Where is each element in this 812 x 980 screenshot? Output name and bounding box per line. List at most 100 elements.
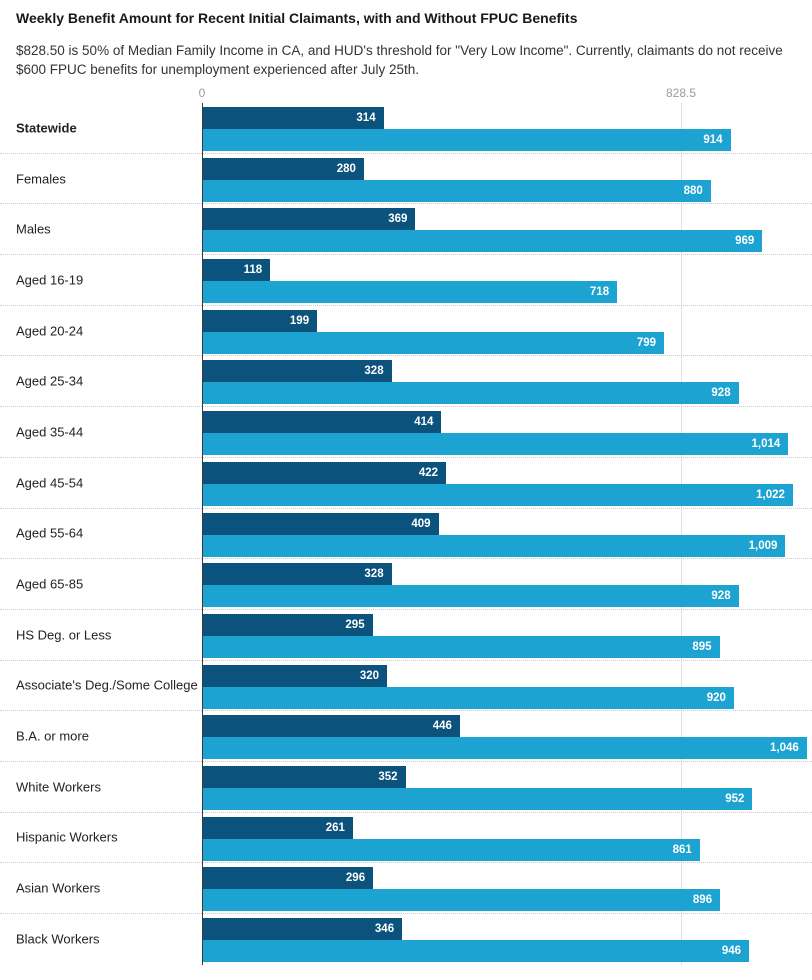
category-row: Aged 25-34 328 928 xyxy=(0,356,812,408)
bar-with-fpuc-value-label: 946 xyxy=(721,945,741,957)
bar-with-fpuc-value-label: 969 xyxy=(735,235,755,248)
bar-without-fpuc: 414 xyxy=(202,411,442,434)
bar-with-fpuc: 920 xyxy=(202,686,734,709)
bar-with-fpuc-value-label: 928 xyxy=(711,387,731,400)
category-label: Aged 20-24 xyxy=(16,323,84,339)
bar-without-fpuc-value-label: 280 xyxy=(336,162,356,175)
bar-without-fpuc-value-label: 295 xyxy=(345,618,365,631)
category-label: Aged 16-19 xyxy=(16,272,84,288)
bar-without-fpuc: 296 xyxy=(202,867,374,890)
x-axis-tick-zero: 0 xyxy=(198,86,206,100)
bar-group: 414 1,014 xyxy=(202,411,789,456)
bar-without-fpuc: 320 xyxy=(202,664,387,687)
bar-group: 446 1,046 xyxy=(202,715,807,760)
bar-with-fpuc: 928 xyxy=(202,382,739,405)
bar-group: 199 799 xyxy=(202,309,664,354)
category-label: Hispanic Workers xyxy=(16,829,118,845)
bar-without-fpuc-value-label: 414 xyxy=(414,416,434,429)
category-label: Males xyxy=(16,221,51,237)
bar-with-fpuc: 718 xyxy=(202,281,618,304)
bar-group: 261 861 xyxy=(202,816,700,861)
gridline-828-5 xyxy=(681,103,682,965)
bar-with-fpuc: 1,009 xyxy=(202,534,786,557)
bar-with-fpuc-value-label: 718 xyxy=(589,286,610,299)
bar-with-fpuc-value-label: 880 xyxy=(683,184,703,197)
bar-without-fpuc: 409 xyxy=(202,512,439,535)
category-row: Aged 20-24 199 799 xyxy=(0,306,812,357)
bar-without-fpuc-value-label: 320 xyxy=(359,669,379,682)
bar-without-fpuc: 280 xyxy=(202,157,364,180)
bar-with-fpuc: 861 xyxy=(202,838,700,861)
category-label: Associate's Deg./Some College xyxy=(16,677,198,693)
bar-group: 118 718 xyxy=(202,259,618,304)
bar-group: 409 1,009 xyxy=(202,512,786,557)
bar-group: 422 1,022 xyxy=(202,461,793,506)
bar-without-fpuc-value-label: 261 xyxy=(325,821,345,834)
bar-without-fpuc-value-label: 314 xyxy=(356,112,376,124)
category-label: Statewide xyxy=(16,120,77,136)
bar-without-fpuc: 199 xyxy=(202,309,318,332)
bar-without-fpuc: 422 xyxy=(202,461,446,484)
category-row: Males 369 969 xyxy=(0,204,812,256)
bar-with-fpuc: 1,014 xyxy=(202,433,789,456)
category-row: Black Workers 346 946 xyxy=(0,914,812,965)
bar-with-fpuc-value-label: 920 xyxy=(706,691,726,704)
bar-group: 295 895 xyxy=(202,613,720,658)
bar-with-fpuc: 880 xyxy=(202,179,711,202)
x-axis: 0 828.5 xyxy=(0,86,812,103)
category-label: Aged 35-44 xyxy=(16,424,84,440)
bar-without-fpuc: 352 xyxy=(202,765,406,788)
bar-without-fpuc-value-label: 199 xyxy=(289,314,310,327)
category-label: Aged 65-85 xyxy=(16,576,84,592)
plot-area: Statewide 314 914 Females 280 880 Males … xyxy=(0,103,812,965)
category-row: HS Deg. or Less 295 895 xyxy=(0,610,812,661)
category-row: Statewide 314 914 xyxy=(0,103,812,154)
bar-without-fpuc: 328 xyxy=(202,563,392,586)
bar-without-fpuc-value-label: 369 xyxy=(388,213,408,226)
bar-without-fpuc-value-label: 352 xyxy=(378,770,398,783)
bar-with-fpuc: 1,046 xyxy=(202,737,807,760)
bar-without-fpuc: 314 xyxy=(202,107,384,129)
bar-without-fpuc-value-label: 118 xyxy=(243,264,263,277)
bar-with-fpuc: 895 xyxy=(202,635,720,658)
bar-with-fpuc-value-label: 952 xyxy=(725,792,745,805)
bar-with-fpuc-value-label: 896 xyxy=(692,894,713,907)
bar-with-fpuc: 952 xyxy=(202,787,753,810)
bar-group: 328 928 xyxy=(202,563,739,608)
category-label: B.A. or more xyxy=(16,728,89,744)
category-row: Associate's Deg./Some College 320 920 xyxy=(0,661,812,712)
chart-title: Weekly Benefit Amount for Recent Initial… xyxy=(16,10,578,26)
bar-group: 296 896 xyxy=(202,867,721,912)
bar-without-fpuc: 446 xyxy=(202,715,460,738)
bar-with-fpuc-value-label: 1,014 xyxy=(751,438,781,451)
bar-group: 320 920 xyxy=(202,664,734,709)
bar-group: 352 952 xyxy=(202,765,753,810)
bar-with-fpuc: 914 xyxy=(202,129,731,151)
bar-with-fpuc: 896 xyxy=(202,889,721,912)
bar-without-fpuc: 328 xyxy=(202,360,392,383)
bar-with-fpuc: 946 xyxy=(202,940,749,962)
bar-group: 314 914 xyxy=(202,107,731,151)
bar-without-fpuc-value-label: 409 xyxy=(411,517,431,530)
category-row: Aged 45-54 422 1,022 xyxy=(0,458,812,509)
bar-with-fpuc-value-label: 895 xyxy=(692,640,712,653)
category-row: B.A. or more 446 1,046 xyxy=(0,711,812,762)
bar-with-fpuc-value-label: 861 xyxy=(672,843,692,856)
bar-chart: 0 828.5 Statewide 314 914 Females 280 88… xyxy=(0,86,812,965)
bar-group: 346 946 xyxy=(202,918,749,962)
bar-without-fpuc: 118 xyxy=(202,259,271,282)
category-row: Asian Workers 296 896 xyxy=(0,863,812,914)
category-label: Aged 55-64 xyxy=(16,525,84,541)
bar-with-fpuc-value-label: 914 xyxy=(703,134,723,146)
chart-subtitle: $828.50 is 50% of Median Family Income i… xyxy=(16,43,783,77)
bar-group: 280 880 xyxy=(202,157,711,202)
category-row: Hispanic Workers 261 861 xyxy=(0,813,812,864)
category-rows: Statewide 314 914 Females 280 880 Males … xyxy=(0,103,812,965)
bar-with-fpuc-value-label: 799 xyxy=(636,336,656,349)
category-label: Black Workers xyxy=(16,931,100,947)
category-row: Aged 55-64 409 1,009 xyxy=(0,509,812,560)
category-row: Aged 16-19 118 718 xyxy=(0,255,812,306)
category-row: Females 280 880 xyxy=(0,154,812,205)
bar-with-fpuc-value-label: 1,022 xyxy=(756,488,785,501)
bar-without-fpuc: 261 xyxy=(202,816,353,839)
